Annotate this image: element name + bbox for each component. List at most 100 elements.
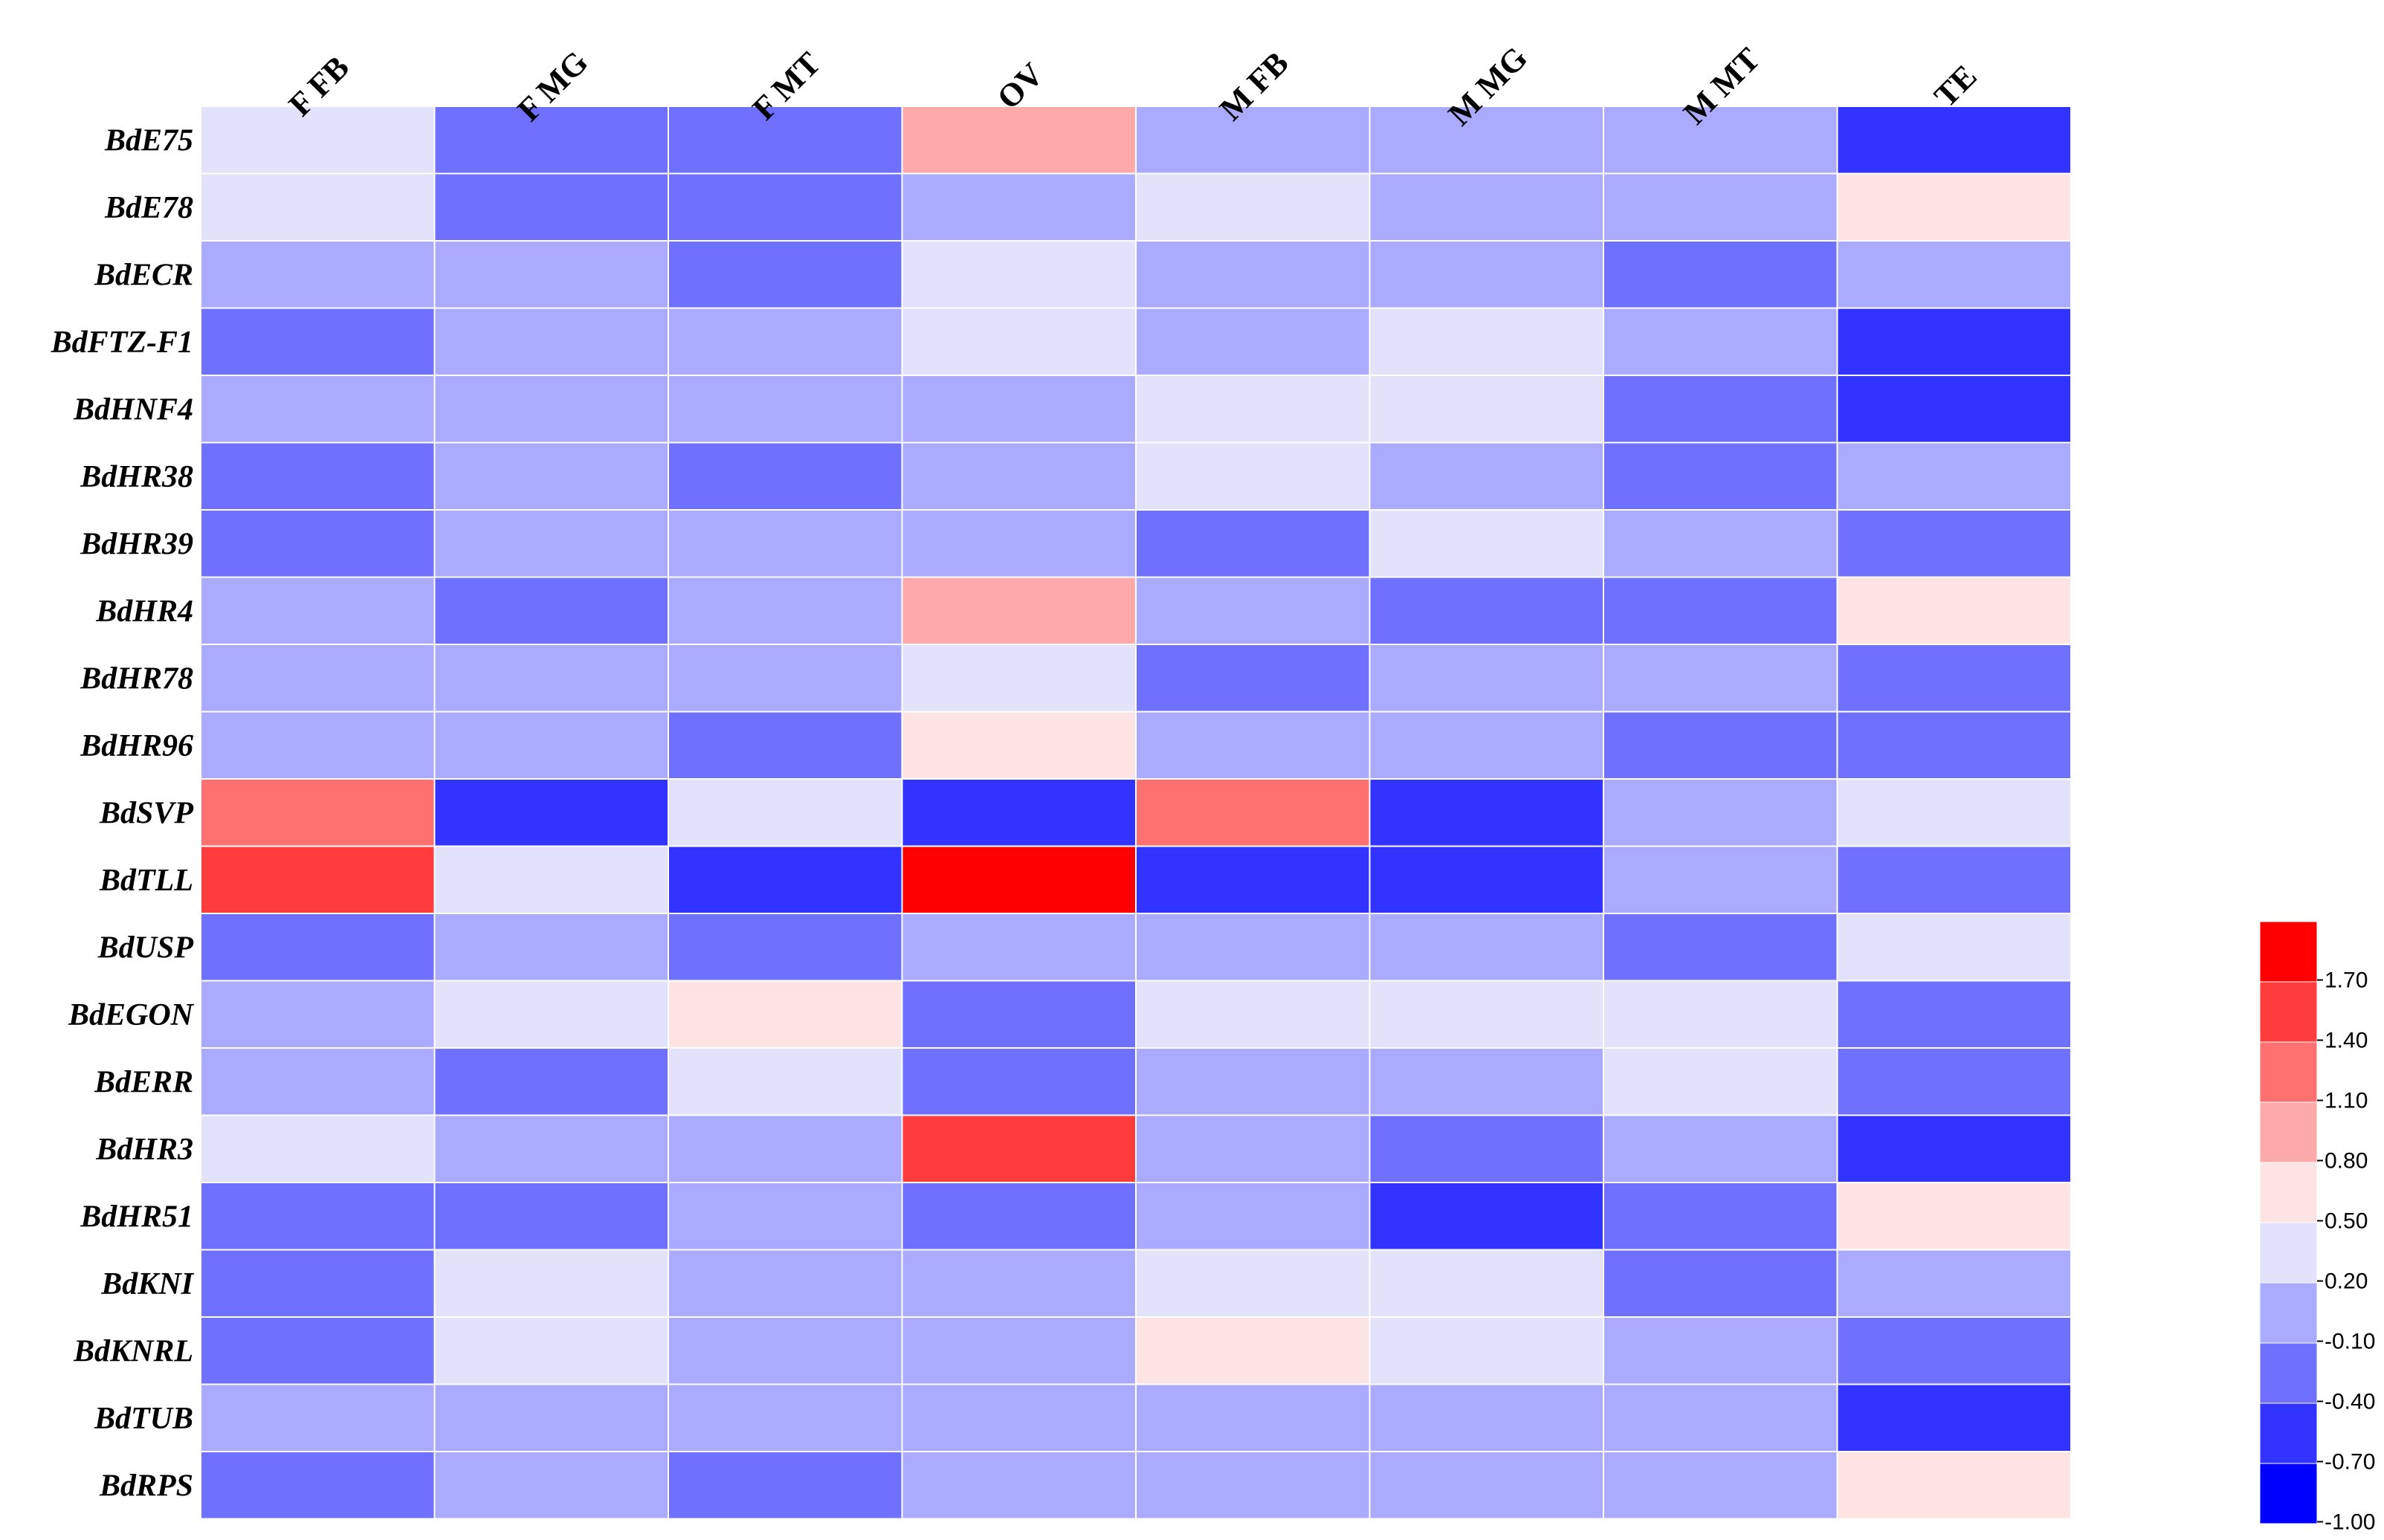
- row-label: BdHR3: [95, 1133, 193, 1167]
- heatmap-cell: [668, 778, 903, 847]
- heatmap-cell: [668, 644, 903, 713]
- heatmap-cell: [433, 307, 669, 376]
- heatmap-cell: [1135, 980, 1371, 1049]
- heatmap-cell: [1369, 913, 1604, 982]
- row-label: BdTUB: [94, 1402, 193, 1436]
- row-label: BdTLL: [99, 864, 193, 898]
- heatmap-cell: [668, 1047, 903, 1116]
- heatmap-cell: [1135, 441, 1371, 511]
- heatmap-cell: [901, 913, 1137, 982]
- legend-swatch: [2259, 1101, 2318, 1163]
- heatmap-cell: [668, 711, 903, 780]
- heatmap-cell: [433, 845, 669, 914]
- heatmap-cell: [433, 644, 669, 713]
- row-label: BdHNF4: [73, 392, 193, 427]
- heatmap-cell: [668, 913, 903, 982]
- heatmap-cell: [668, 240, 903, 309]
- heatmap-cell: [668, 509, 903, 578]
- heatmap-cell: [1603, 1451, 1838, 1520]
- heatmap-cell: [901, 1182, 1137, 1251]
- heatmap-cell: [1836, 307, 2072, 376]
- heatmap-cell: [1836, 1114, 2072, 1183]
- row-label: BdHR78: [80, 661, 193, 696]
- heatmap-cell: [1836, 576, 2072, 645]
- legend-swatch: [2259, 1402, 2318, 1464]
- heatmap-cell: [200, 711, 436, 780]
- heatmap-cell: [200, 1182, 436, 1251]
- heatmap-cell: [1369, 375, 1604, 444]
- legend-tick-label: -0.40: [2325, 1390, 2375, 1414]
- heatmap-cell: [668, 1114, 903, 1183]
- heatmap-cell: [668, 845, 903, 914]
- heatmap-cell: [1836, 1383, 2072, 1452]
- heatmap-cell: [668, 1249, 903, 1318]
- heatmap-cell: [901, 106, 1137, 175]
- heatmap-cell: [1603, 106, 1838, 175]
- heatmap-cell: [1603, 240, 1838, 309]
- heatmap-cell: [1135, 778, 1371, 847]
- heatmap-cell: [1603, 307, 1838, 376]
- heatmap-cell: [1135, 711, 1371, 780]
- heatmap-cell: [1836, 1182, 2072, 1251]
- heatmap-cell: [200, 1114, 436, 1183]
- legend-tick-label: 1.10: [2325, 1089, 2368, 1113]
- heatmap-cell: [901, 1451, 1137, 1520]
- heatmap-cell: [1369, 307, 1604, 376]
- heatmap-cell: [1369, 441, 1604, 511]
- heatmap-cell: [1836, 375, 2072, 444]
- heatmap-cell: [1135, 240, 1371, 309]
- heatmap-cell: [200, 1047, 436, 1116]
- heatmap-cell: [433, 509, 669, 578]
- heatmap-cell: [1135, 845, 1371, 914]
- row-label: BdKNI: [100, 1267, 194, 1301]
- heatmap-cell: [200, 980, 436, 1049]
- heatmap-cell: [1369, 711, 1604, 780]
- heatmap-cell: [901, 576, 1137, 645]
- heatmap-cell: [668, 106, 903, 175]
- heatmap-cell: [433, 1451, 669, 1520]
- heatmap-cell: [1836, 106, 2072, 175]
- heatmap-cell: [901, 240, 1137, 309]
- heatmap-cell: [433, 172, 669, 242]
- row-label: BdHR51: [80, 1200, 193, 1234]
- legend-swatch: [2259, 981, 2318, 1043]
- heatmap-cell: [1603, 509, 1838, 578]
- legend-swatch: [2259, 1463, 2318, 1524]
- heatmap-cell: [668, 1182, 903, 1251]
- heatmap-cell: [1135, 509, 1371, 578]
- row-label: BdECR: [94, 258, 193, 292]
- heatmap-cell: [433, 1182, 669, 1251]
- heatmap-cell: [901, 509, 1137, 578]
- heatmap-cell: [200, 845, 436, 914]
- heatmap-cell: [433, 240, 669, 309]
- legend-tick-label: 1.40: [2325, 1029, 2368, 1053]
- heatmap-cell: [1603, 1316, 1838, 1385]
- row-label: BdFTZ-F1: [51, 326, 193, 360]
- legend-tick-label: 0.50: [2325, 1209, 2368, 1234]
- heatmap-cell: [901, 845, 1137, 914]
- heatmap-cell: [433, 913, 669, 982]
- row-label: BdSVP: [99, 796, 193, 830]
- row-label: BdE75: [104, 123, 193, 158]
- heatmap-cell: [1369, 845, 1604, 914]
- heatmap-cell: [200, 307, 436, 376]
- legend-swatch: [2259, 921, 2318, 983]
- heatmap-cell: [200, 1316, 436, 1385]
- heatmap-cell: [1836, 1047, 2072, 1116]
- heatmap-cell: [1603, 711, 1838, 780]
- heatmap-cell: [668, 1383, 903, 1452]
- heatmap-cell: [901, 711, 1137, 780]
- heatmap-cell: [1369, 1047, 1604, 1116]
- heatmap-cell: [1836, 1249, 2072, 1318]
- heatmap-cell: [1369, 1383, 1604, 1452]
- heatmap-cell: [1836, 644, 2072, 713]
- heatmap-cell: [1603, 172, 1838, 242]
- heatmap-cell: [1135, 106, 1371, 175]
- heatmap-cell: [1603, 1383, 1838, 1452]
- row-label: BdERR: [94, 1065, 193, 1099]
- heatmap-cell: [1369, 172, 1604, 242]
- heatmap-cell: [901, 307, 1137, 376]
- heatmap-cell: [1603, 375, 1838, 444]
- heatmap-cell: [1836, 845, 2072, 914]
